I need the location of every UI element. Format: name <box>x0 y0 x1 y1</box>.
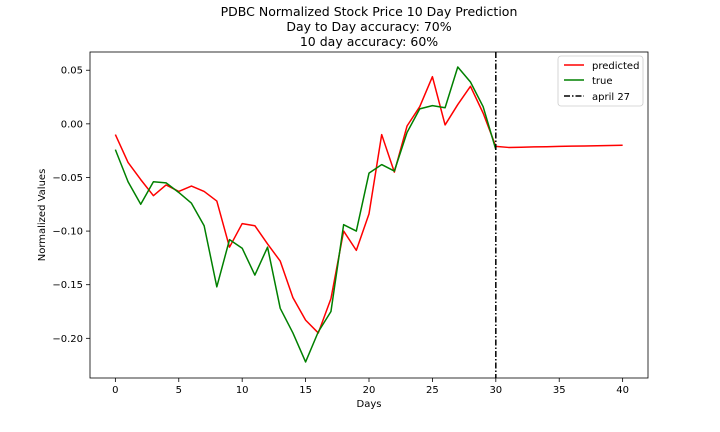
x-axis-ticks: 0 5 10 15 20 25 30 35 40 <box>112 378 629 396</box>
x-axis-label: Days <box>357 399 382 410</box>
y-tick-label: 0.00 <box>61 119 83 130</box>
x-tick-label: 15 <box>299 385 312 396</box>
y-tick-label: −0.15 <box>52 280 83 291</box>
legend-april27-label: april 27 <box>592 92 630 103</box>
series-line-true <box>114 66 497 363</box>
legend-box <box>557 55 644 107</box>
y-tick-label: −0.05 <box>52 173 83 184</box>
chart-title-line-2: Day to Day accuracy: 70% <box>286 19 451 34</box>
legend: predicted true april 27 <box>557 55 644 107</box>
legend-predicted-label: predicted <box>592 61 639 72</box>
x-tick-label: 30 <box>489 385 502 396</box>
x-tick-label: 10 <box>236 385 249 396</box>
y-axis-label: Normalized Values <box>37 169 48 262</box>
x-tick-label: 25 <box>426 385 439 396</box>
x-tick-label: 0 <box>112 385 118 396</box>
x-tick-label: 5 <box>176 385 182 396</box>
x-tick-label: 40 <box>616 385 629 396</box>
series-line-predicted <box>114 75 623 334</box>
y-tick-label: −0.20 <box>52 334 83 345</box>
chart-title-line-3: 10 day accuracy: 60% <box>300 34 438 49</box>
y-tick-label: 0.05 <box>61 66 83 77</box>
y-tick-label: −0.10 <box>52 227 83 238</box>
plot-marks <box>114 52 623 378</box>
chart-title-line-1: PDBC Normalized Stock Price 10 Day Predi… <box>221 4 518 19</box>
x-tick-label: 35 <box>553 385 566 396</box>
x-tick-label: 20 <box>363 385 376 396</box>
legend-true-label: true <box>592 76 613 87</box>
y-axis-ticks: 0.05 0.00 −0.05 −0.10 −0.15 −0.20 <box>52 66 90 345</box>
